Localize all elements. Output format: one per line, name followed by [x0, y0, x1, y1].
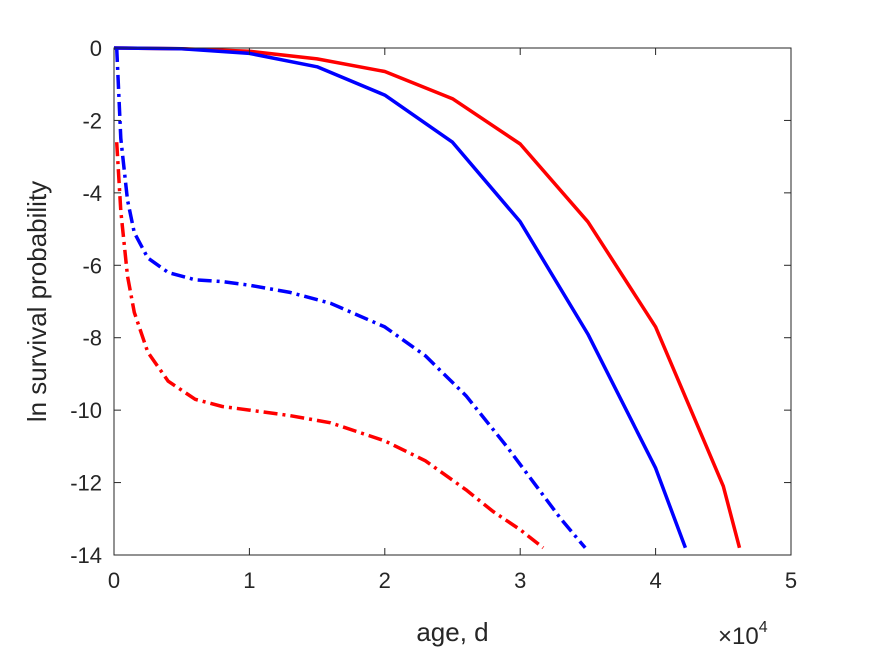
series-line-4: [114, 142, 545, 550]
y-tick-label: -2: [82, 108, 102, 133]
x-axis-multiplier-base: ×10: [718, 623, 759, 650]
x-tick-label: 4: [649, 568, 661, 593]
x-axis-title: age, d: [416, 617, 488, 647]
series-line-2: [113, 46, 688, 549]
y-tick-label: -4: [82, 181, 102, 206]
x-tick-label: 1: [243, 568, 255, 593]
x-tick-label: 3: [514, 568, 526, 593]
ticks-layer: [113, 47, 792, 556]
y-tick-label: 0: [90, 36, 102, 61]
x-tick-label: 5: [785, 568, 797, 593]
x-axis-multiplier-exponent: 4: [759, 619, 768, 636]
y-tick-label: -6: [82, 253, 102, 278]
x-tick-label: 2: [379, 568, 391, 593]
series-line-3: [114, 47, 587, 549]
y-axis-title: ln survival probability: [22, 181, 52, 422]
series-layer: [113, 46, 742, 550]
plot-area-frame: [113, 47, 792, 556]
x-tick-label: 0: [108, 568, 120, 593]
y-tick-label: -12: [70, 471, 102, 496]
y-tick-label: -8: [82, 326, 102, 351]
y-tick-label: -14: [70, 543, 102, 568]
y-tick-label: -10: [70, 398, 102, 423]
x-axis-multiplier: ×104: [718, 619, 768, 650]
labels-layer: 0 1 2 3 4 5 0 -2 -4 -6 -8 -10 -12 -14: [70, 36, 797, 593]
